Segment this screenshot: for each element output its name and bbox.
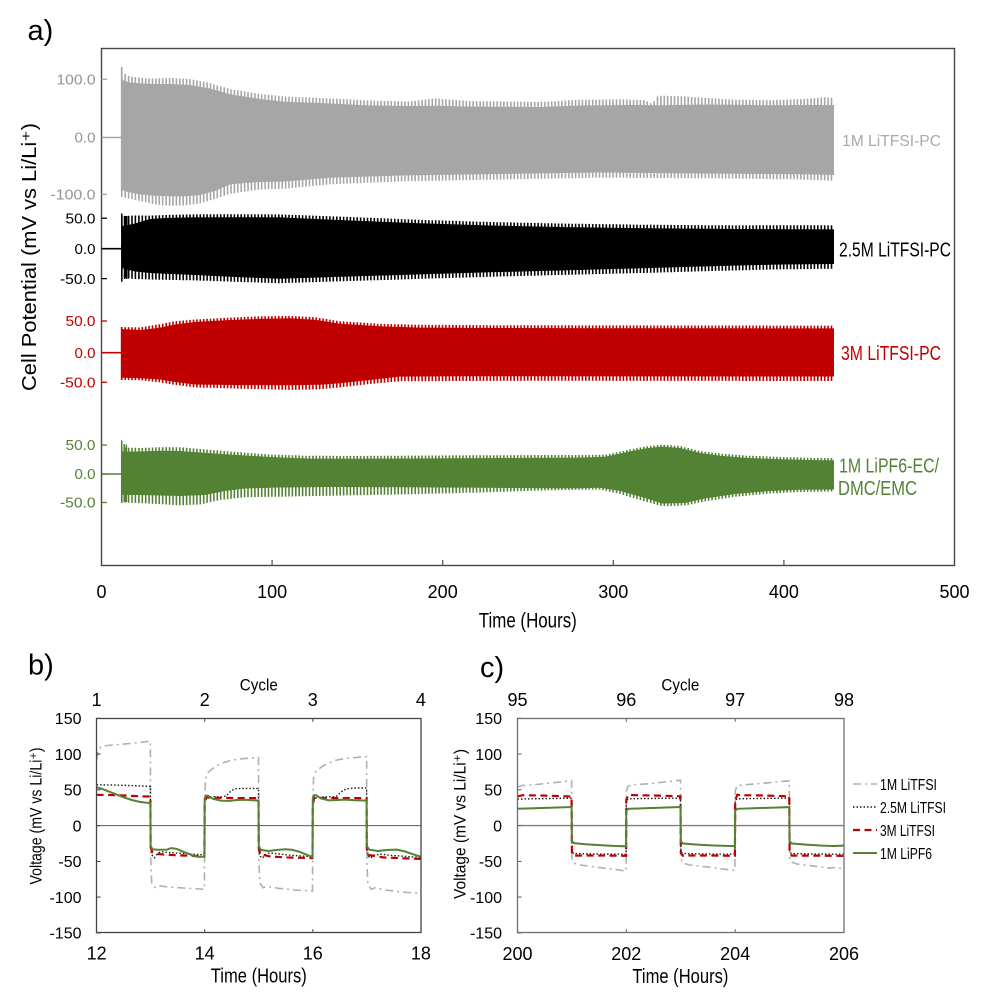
svg-text:1: 1	[92, 690, 102, 710]
svg-text:3M LiTFSI: 3M LiTFSI	[880, 823, 935, 840]
svg-text:-100.0: -100.0	[51, 188, 96, 204]
svg-text:200: 200	[502, 944, 532, 964]
svg-text:-50.0: -50.0	[60, 496, 96, 512]
svg-text:4: 4	[416, 690, 426, 710]
svg-text:50: 50	[64, 783, 82, 800]
svg-text:50.0: 50.0	[66, 438, 96, 454]
svg-text:Time (Hours): Time (Hours)	[211, 965, 307, 987]
svg-text:-50: -50	[58, 854, 81, 871]
svg-text:0.0: 0.0	[75, 346, 96, 362]
svg-text:50.0: 50.0	[66, 314, 96, 330]
svg-text:Cycle: Cycle	[661, 676, 699, 695]
svg-text:50: 50	[484, 783, 502, 800]
svg-text:a): a)	[28, 15, 54, 47]
svg-text:200: 200	[428, 582, 458, 602]
svg-text:100: 100	[55, 747, 82, 764]
svg-text:Time (Hours): Time (Hours)	[479, 610, 577, 633]
svg-text:-100: -100	[49, 890, 81, 907]
svg-text:50.0: 50.0	[66, 211, 96, 227]
svg-text:Cycle: Cycle	[240, 676, 278, 695]
svg-text:16: 16	[303, 944, 323, 964]
svg-text:97: 97	[725, 690, 745, 710]
svg-text:-150: -150	[470, 926, 502, 943]
svg-text:206: 206	[829, 944, 859, 964]
svg-text:1M LiTFSI-PC: 1M LiTFSI-PC	[842, 133, 941, 150]
svg-text:100: 100	[257, 582, 287, 602]
svg-text:2.5M LiTFSI: 2.5M LiTFSI	[880, 800, 946, 817]
svg-text:0: 0	[493, 818, 502, 835]
svg-text:Time (Hours): Time (Hours)	[632, 966, 728, 988]
svg-text:500: 500	[939, 582, 969, 602]
svg-text:1M LiPF6: 1M LiPF6	[880, 846, 932, 863]
svg-text:3: 3	[308, 690, 318, 710]
svg-text:18: 18	[411, 944, 431, 964]
svg-text:98: 98	[834, 690, 854, 710]
svg-text:0.0: 0.0	[75, 131, 96, 147]
svg-text:12: 12	[87, 944, 107, 964]
svg-text:c): c)	[480, 652, 504, 684]
svg-text:0.0: 0.0	[75, 242, 96, 258]
svg-text:-50.0: -50.0	[60, 272, 96, 288]
svg-text:400: 400	[769, 582, 799, 602]
svg-text:b): b)	[28, 650, 54, 682]
svg-text:3M LiTFSI-PC: 3M LiTFSI-PC	[841, 343, 941, 365]
svg-text:-50: -50	[479, 854, 502, 871]
svg-text:204: 204	[720, 944, 750, 964]
svg-text:-100: -100	[470, 890, 502, 907]
svg-text:2: 2	[200, 690, 210, 710]
svg-text:-50.0: -50.0	[60, 376, 96, 392]
svg-text:96: 96	[616, 690, 636, 710]
svg-text:Voltage (mV vs Li/Li⁺): Voltage (mV vs Li/Li⁺)	[28, 748, 46, 885]
svg-text:14: 14	[195, 944, 215, 964]
svg-text:300: 300	[598, 582, 628, 602]
svg-text:Cell Potential (mV vs Li/Li⁺): Cell Potential (mV vs Li/Li⁺)	[19, 123, 41, 391]
svg-text:1M LiTFSI: 1M LiTFSI	[880, 777, 937, 794]
svg-text:Voltage (mV vs Li/Li⁺): Voltage (mV vs Li/Li⁺)	[452, 749, 470, 899]
svg-text:2.5M LiTFSI-PC: 2.5M LiTFSI-PC	[839, 240, 951, 262]
svg-text:0: 0	[73, 818, 82, 835]
svg-text:-150: -150	[49, 926, 81, 943]
svg-text:150: 150	[475, 711, 502, 728]
svg-text:0.0: 0.0	[75, 467, 96, 483]
svg-text:100.0: 100.0	[57, 73, 96, 89]
svg-text:0: 0	[96, 582, 106, 602]
svg-text:150: 150	[55, 711, 82, 728]
svg-text:95: 95	[507, 690, 527, 710]
svg-text:100: 100	[475, 747, 502, 764]
svg-text:1M LiPF6-EC/: 1M LiPF6-EC/	[839, 455, 939, 477]
svg-text:DMC/EMC: DMC/EMC	[838, 478, 917, 500]
svg-text:202: 202	[611, 944, 641, 964]
